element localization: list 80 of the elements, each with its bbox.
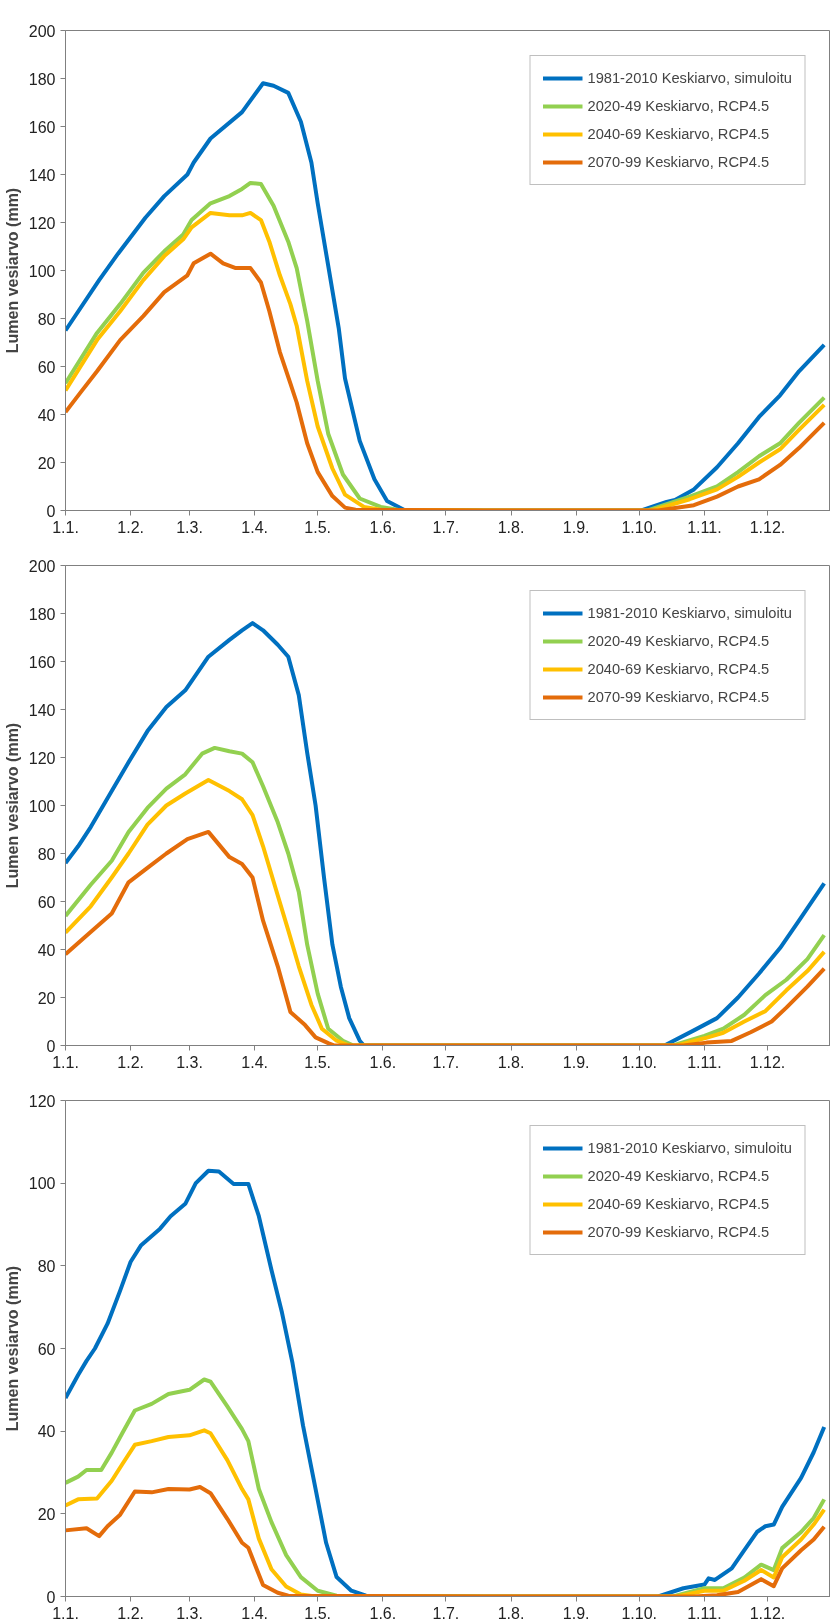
x-tick-label: 1.4. [241,1604,268,1621]
legend-label: 2020-49 Keskiarvo, RCP4.5 [587,633,770,649]
y-tick-label: 200 [28,557,56,575]
x-tick-label: 1.3. [176,1053,203,1071]
x-tick-label: 1.8. [497,518,525,536]
x-tick-label: 1.12. [749,1053,786,1071]
y-tick-label: 120 [28,749,56,767]
x-tick-label: 1.5. [304,1053,332,1071]
y-tick-label: 140 [28,166,56,184]
x-tick-label: 1.11. [687,1053,722,1071]
x-tick-label: 1.5. [304,518,332,536]
legend-label: 2020-49 Keskiarvo, RCP4.5 [587,1168,770,1184]
y-tick-label: 40 [37,406,56,424]
y-axis-title: Lumen vesiarvo (mm) [3,722,21,889]
x-tick-label: 1.2. [117,518,144,536]
x-tick-label: 1.10. [621,1053,658,1071]
x-tick-label: 1.10. [621,518,658,536]
y-tick-label: 120 [28,214,56,232]
y-tick-label: 40 [37,941,56,959]
y-tick-label: 100 [28,797,56,815]
y-tick-label: 20 [37,989,56,1007]
y-tick-label: 0 [46,1588,56,1606]
x-tick-label: 1.5. [304,1604,332,1621]
x-tick-label: 1.6. [369,1053,397,1071]
y-tick-label: 180 [28,605,56,623]
x-tick-label: 1.4. [241,518,268,536]
x-tick-label: 1.2. [117,1604,144,1621]
legend-label: 2040-69 Keskiarvo, RCP4.5 [587,126,770,142]
x-tick-label: 1.2. [117,1053,144,1071]
x-tick-label: 1.3. [176,518,203,536]
y-tick-label: 200 [28,22,56,40]
y-tick-label: 120 [28,1092,56,1110]
y-tick-label: 0 [46,502,56,520]
y-axis-title: Lumen vesiarvo (mm) [3,1265,21,1432]
legend-label: 2040-69 Keskiarvo, RCP4.5 [587,661,770,677]
y-tick-label: 60 [37,358,56,376]
x-tick-label: 1.12. [749,1604,786,1621]
x-tick-label: 1.9. [562,518,590,536]
y-tick-label: 80 [37,845,56,863]
x-tick-label: 1.7. [432,1053,460,1071]
x-tick-label: 1.9. [562,1053,590,1071]
legend-label: 2040-69 Keskiarvo, RCP4.5 [587,1196,770,1212]
y-tick-label: 0 [46,1037,56,1055]
y-tick-label: 40 [37,1423,56,1441]
y-tick-label: 100 [28,262,56,280]
x-tick-label: 1.10. [621,1604,658,1621]
legend-label: 2020-49 Keskiarvo, RCP4.5 [587,98,770,114]
legend-label: 2070-99 Keskiarvo, RCP4.5 [587,154,770,170]
legend-label: 1981-2010 Keskiarvo, simuloitu [587,605,792,621]
y-tick-label: 60 [37,893,56,911]
x-tick-label: 1.8. [497,1053,525,1071]
legend-label: 1981-2010 Keskiarvo, simuloitu [587,1140,792,1156]
x-tick-label: 1.6. [369,1604,397,1621]
x-tick-label: 1.6. [369,518,397,536]
x-tick-label: 1.11. [687,1604,722,1621]
x-tick-label: 1.4. [241,1053,268,1071]
y-tick-label: 100 [28,1175,56,1193]
y-tick-label: 60 [37,1340,56,1358]
y-tick-label: 20 [37,454,56,472]
legend-label: 1981-2010 Keskiarvo, simuloitu [587,70,792,86]
y-tick-label: 80 [37,1257,56,1275]
y-tick-label: 160 [28,653,56,671]
x-tick-label: 1.9. [562,1604,590,1621]
x-tick-label: 1.12. [749,518,786,536]
x-tick-label: 1.7. [432,518,460,536]
x-tick-label: 1.3. [176,1604,203,1621]
x-tick-label: 1.1. [52,1604,79,1621]
x-tick-label: 1.1. [52,518,79,536]
y-tick-label: 160 [28,118,56,136]
y-tick-label: 180 [28,70,56,88]
y-tick-label: 20 [37,1505,56,1523]
legend-label: 2070-99 Keskiarvo, RCP4.5 [587,689,770,705]
y-tick-label: 140 [28,701,56,719]
x-tick-label: 1.11. [687,518,722,536]
legend-label: 2070-99 Keskiarvo, RCP4.5 [587,1224,770,1240]
x-tick-label: 1.8. [497,1604,525,1621]
x-tick-label: 1.7. [432,1604,460,1621]
y-axis-title: Lumen vesiarvo (mm) [3,187,21,354]
x-tick-label: 1.1. [52,1053,79,1071]
y-tick-label: 80 [37,310,56,328]
